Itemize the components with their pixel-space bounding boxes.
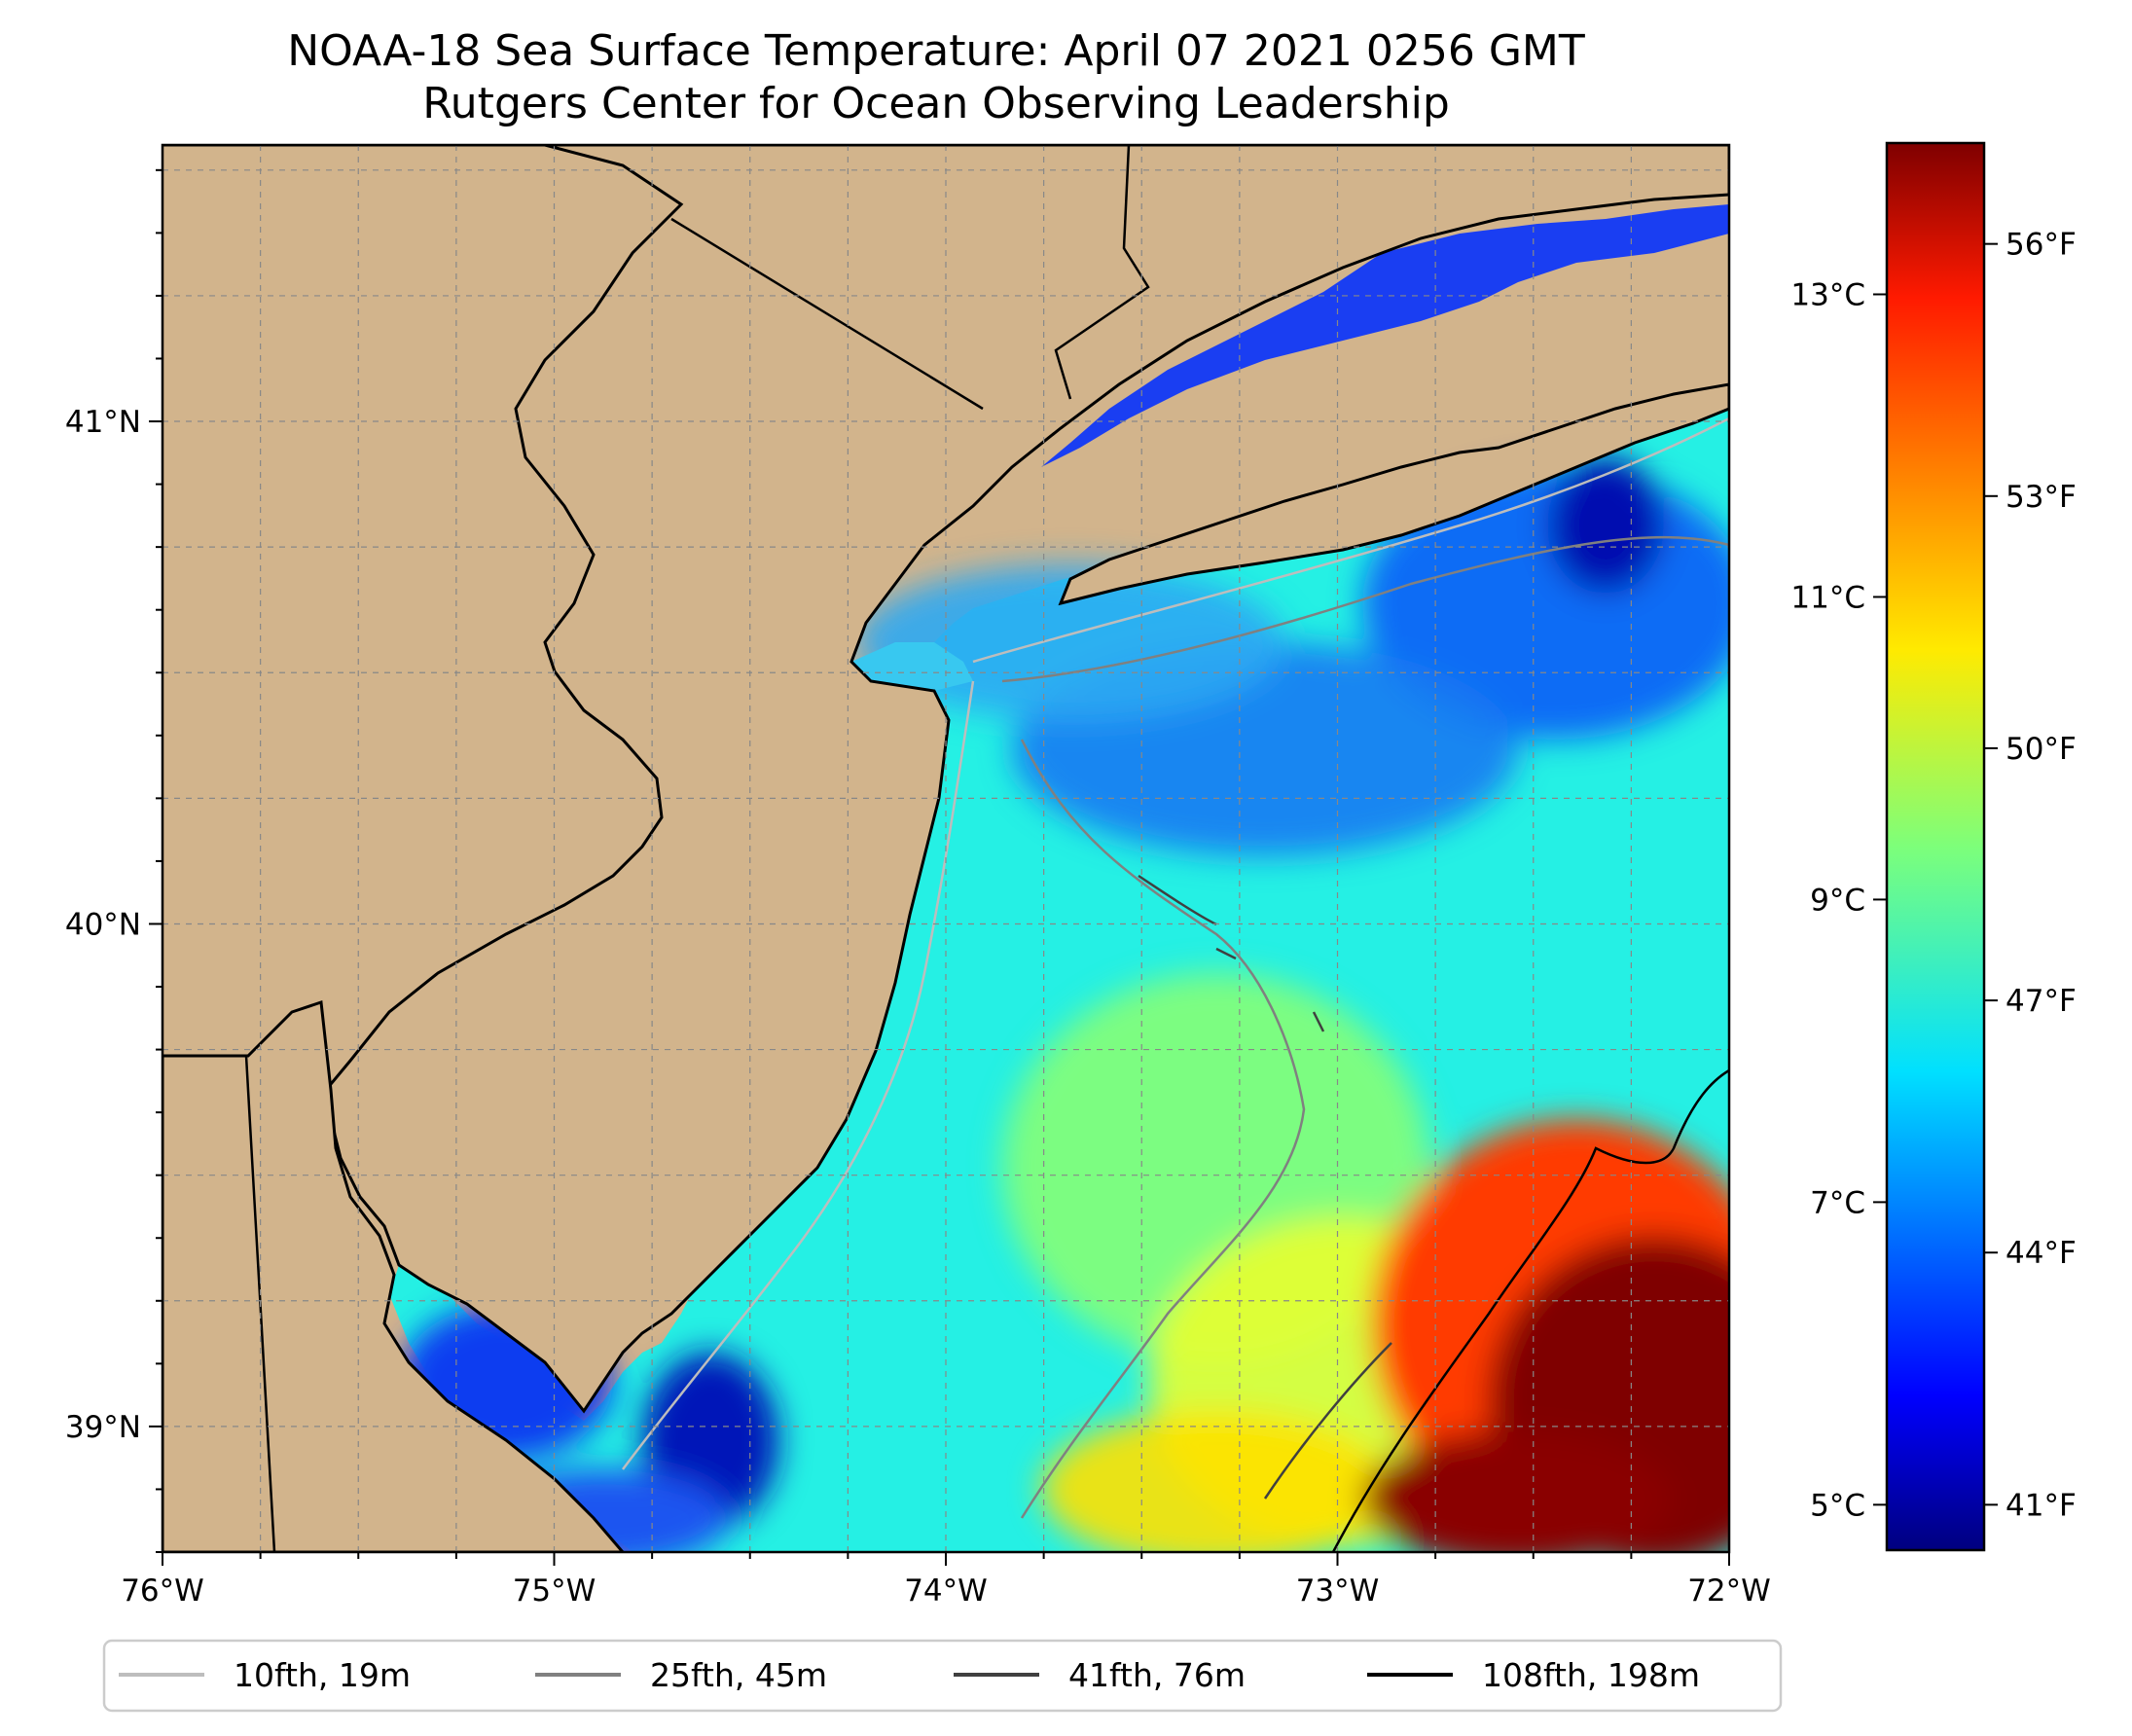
y-tick-label: 41°N [65, 405, 141, 440]
ny-ct-border [1054, 145, 1150, 400]
colorbar-celsius-label: 9°C [1810, 883, 1865, 918]
legend-label: 108fth, 198m [1482, 1656, 1700, 1694]
x-tick-label: 72°W [1687, 1573, 1771, 1609]
bathymetry-contours [622, 416, 1729, 1552]
contour-41fth [1138, 874, 1392, 1500]
colorbar-celsius-label: 11°C [1790, 580, 1865, 615]
boundaries [163, 145, 1150, 1552]
long-island-sound-water [1041, 204, 1729, 467]
colorbar-fahrenheit-label: 53°F [2006, 480, 2077, 515]
colorbar-fahrenheit-ticks: 56°F 53°F 50°F 47°F 44°F 41°F [1984, 228, 2077, 1523]
colorbar-celsius-ticks: 13°C 11°C 9°C 7°C 5°C [1790, 277, 1887, 1523]
colorbar-fahrenheit-label: 41°F [2006, 1488, 2077, 1523]
long-island-land [1058, 382, 1729, 606]
x-tick-label: 73°W [1296, 1573, 1380, 1609]
sst-gulf-stream-south [1362, 1430, 1674, 1552]
x-tick-label: 74°W [904, 1573, 988, 1609]
contour-10fth [622, 416, 1729, 1470]
legend-label: 25fth, 45m [650, 1656, 827, 1694]
colorbar-fahrenheit-label: 47°F [2006, 984, 2077, 1019]
sst-warm-band-2 [1041, 1411, 1391, 1552]
colorbar-celsius-label: 7°C [1810, 1185, 1865, 1220]
y-tick-label: 40°N [65, 907, 141, 942]
map-title-line1: NOAA-18 Sea Surface Temperature: April 0… [287, 26, 1585, 76]
delaware-land [163, 999, 625, 1552]
colorbar-celsius-label: 5°C [1810, 1488, 1865, 1523]
colorbar: 13°C 11°C 9°C 7°C 5°C 56°F 53°F 50°F 47°F 44°F 41… [1790, 141, 2077, 1552]
colorbar-gradient [1885, 141, 1986, 1552]
contour-legend: 10fth, 19m 25fth, 45m 41fth, 76m 108fth, 19… [102, 1639, 1783, 1713]
y-tick-label: 39°N [65, 1410, 141, 1445]
ny-nj-border [670, 217, 984, 411]
colorbar-fahrenheit-label: 56°F [2006, 228, 2077, 263]
colorbar-celsius-label: 13°C [1790, 277, 1865, 312]
sst-cold-pocket-li [1547, 457, 1664, 594]
legend-label: 10fth, 19m [234, 1656, 411, 1694]
de-md-border [163, 1054, 276, 1552]
legend-label: 41fth, 76m [1068, 1656, 1246, 1694]
map-title-line2: Rutgers Center for Ocean Observing Leade… [422, 79, 1450, 128]
x-tick-label: 75°W [513, 1573, 596, 1609]
legend-box [102, 1639, 1783, 1713]
contour-25fth [1001, 535, 1729, 1519]
ny-harbor-water [851, 642, 973, 691]
y-axis: 41°N 40°N 39°N [65, 168, 163, 1553]
contour-108fth [1331, 1068, 1729, 1552]
colorbar-fahrenheit-label: 44°F [2006, 1236, 2077, 1271]
colorbar-fahrenheit-label: 50°F [2006, 732, 2077, 767]
sst-field [389, 204, 1729, 1552]
map-panel [163, 145, 1729, 1552]
x-axis: 76°W 75°W 74°W 73°W 72°W [121, 1552, 1771, 1609]
x-tick-label: 76°W [121, 1573, 204, 1609]
gridlines [163, 145, 1729, 1552]
